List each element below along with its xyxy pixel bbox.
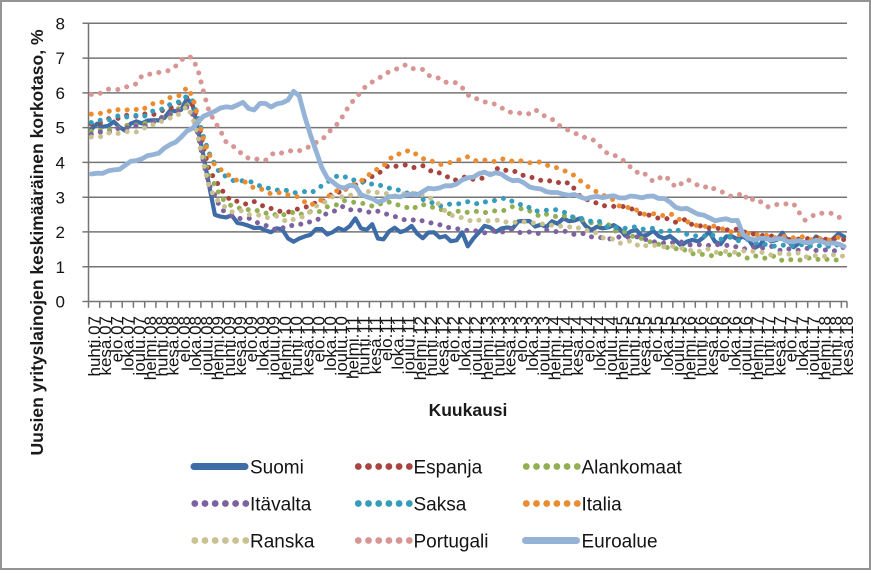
svg-text:joulu.12: joulu.12 [467,316,486,377]
svg-text:huhti.11: huhti.11 [355,316,374,375]
svg-text:huhti.17: huhti.17 [759,316,778,377]
svg-text:kesä.14: kesä.14 [568,316,587,376]
svg-text:kesä.12: kesä.12 [433,316,452,376]
svg-text:kesä.07: kesä.07 [96,316,115,376]
svg-text:helmi.18: helmi.18 [815,316,834,380]
svg-text:loka.10: loka.10 [321,316,340,371]
svg-text:kesä.08: kesä.08 [164,316,183,376]
svg-text:joulu.15: joulu.15 [669,316,688,377]
svg-text:elo.09: elo.09 [242,316,261,362]
svg-text:kesä.10: kesä.10 [298,316,317,376]
svg-text:Saksa: Saksa [414,494,467,515]
svg-text:joulu.13: joulu.13 [534,316,553,377]
svg-text:huhti.16: huhti.16 [692,316,711,377]
svg-text:1: 1 [56,258,65,277]
svg-text:huhti.12: huhti.12 [422,316,441,377]
svg-text:elo.16: elo.16 [714,316,733,362]
svg-text:Portugali: Portugali [414,531,489,552]
svg-text:elo.11: elo.11 [377,316,396,361]
svg-text:8: 8 [56,14,65,33]
svg-text:loka.14: loka.14 [591,316,610,371]
svg-text:joulu.16: joulu.16 [737,316,756,377]
svg-text:Kuukausi: Kuukausi [429,400,508,420]
svg-text:Uusien yrityslainojen keskimää: Uusien yrityslainojen keskimääräinen kor… [27,29,47,455]
svg-text:huhti.10: huhti.10 [287,316,306,377]
svg-text:kesä.09: kesä.09 [231,316,250,376]
svg-text:helmi.09: helmi.09 [209,316,228,380]
svg-text:loka.07: loka.07 [119,316,138,371]
svg-text:helmi.11: helmi.11 [343,316,362,379]
svg-text:loka.09: loka.09 [254,316,273,371]
svg-text:elo.10: elo.10 [310,316,329,362]
svg-text:0: 0 [56,293,65,312]
svg-text:kesä.16: kesä.16 [703,316,722,376]
svg-text:Euroalue: Euroalue [582,531,658,552]
svg-text:huhti.13: huhti.13 [489,316,508,377]
svg-text:loka.11: loka.11 [388,316,407,370]
svg-text:elo.13: elo.13 [512,316,531,362]
svg-text:elo.07: elo.07 [107,316,126,362]
svg-text:Espanja: Espanja [414,457,483,478]
svg-text:joulu.14: joulu.14 [602,316,621,377]
svg-text:2: 2 [56,223,65,242]
svg-text:helmi.10: helmi.10 [276,316,295,380]
svg-text:Alankomaat: Alankomaat [582,457,683,478]
svg-text:4: 4 [56,154,65,173]
svg-text:loka.15: loka.15 [658,316,677,371]
svg-text:helmi.15: helmi.15 [613,316,632,380]
svg-text:loka.16: loka.16 [725,316,744,371]
svg-text:loka.08: loka.08 [186,316,205,371]
svg-text:Itävalta: Itävalta [250,494,312,515]
svg-text:elo.08: elo.08 [175,316,194,362]
svg-text:Italia: Italia [582,494,623,515]
svg-text:huhti.14: huhti.14 [557,316,576,377]
svg-text:joulu.11: joulu.11 [400,316,419,375]
svg-text:helmi.13: helmi.13 [478,316,497,380]
svg-text:7: 7 [56,49,65,68]
svg-text:joulu.17: joulu.17 [804,316,823,377]
svg-text:kesä.18: kesä.18 [838,316,857,376]
svg-text:huhti.15: huhti.15 [624,316,643,377]
svg-text:kesä.13: kesä.13 [501,316,520,376]
svg-text:loka.17: loka.17 [793,316,812,371]
svg-text:elo.12: elo.12 [445,316,464,362]
svg-text:Suomi: Suomi [250,457,304,478]
svg-text:joulu.08: joulu.08 [197,316,216,377]
svg-text:elo.14: elo.14 [579,316,598,362]
svg-text:huhti.18: huhti.18 [827,316,846,377]
svg-text:huhti.08: huhti.08 [152,316,171,377]
svg-text:kesä.15: kesä.15 [636,316,655,376]
svg-text:helmi.14: helmi.14 [546,316,565,380]
svg-text:Ranska: Ranska [250,531,315,552]
svg-text:loka.12: loka.12 [456,316,475,371]
svg-text:huhti.09: huhti.09 [220,316,239,377]
svg-text:elo.15: elo.15 [647,316,666,362]
svg-text:loka.13: loka.13 [523,316,542,371]
svg-text:5: 5 [56,119,65,138]
svg-text:huhti.07: huhti.07 [85,316,104,377]
svg-text:3: 3 [56,188,65,207]
svg-text:elo.17: elo.17 [782,316,801,362]
svg-text:helmi.12: helmi.12 [411,316,430,380]
svg-text:kesä.17: kesä.17 [770,316,789,376]
svg-text:joulu.09: joulu.09 [265,316,284,377]
svg-text:6: 6 [56,84,65,103]
svg-text:helmi.17: helmi.17 [748,316,767,380]
svg-text:kesä.11: kesä.11 [366,316,385,374]
svg-text:helmi.16: helmi.16 [681,316,700,380]
svg-text:joulu.07: joulu.07 [130,316,149,377]
svg-text:joulu.10: joulu.10 [332,316,351,377]
svg-text:helmi.08: helmi.08 [141,316,160,380]
